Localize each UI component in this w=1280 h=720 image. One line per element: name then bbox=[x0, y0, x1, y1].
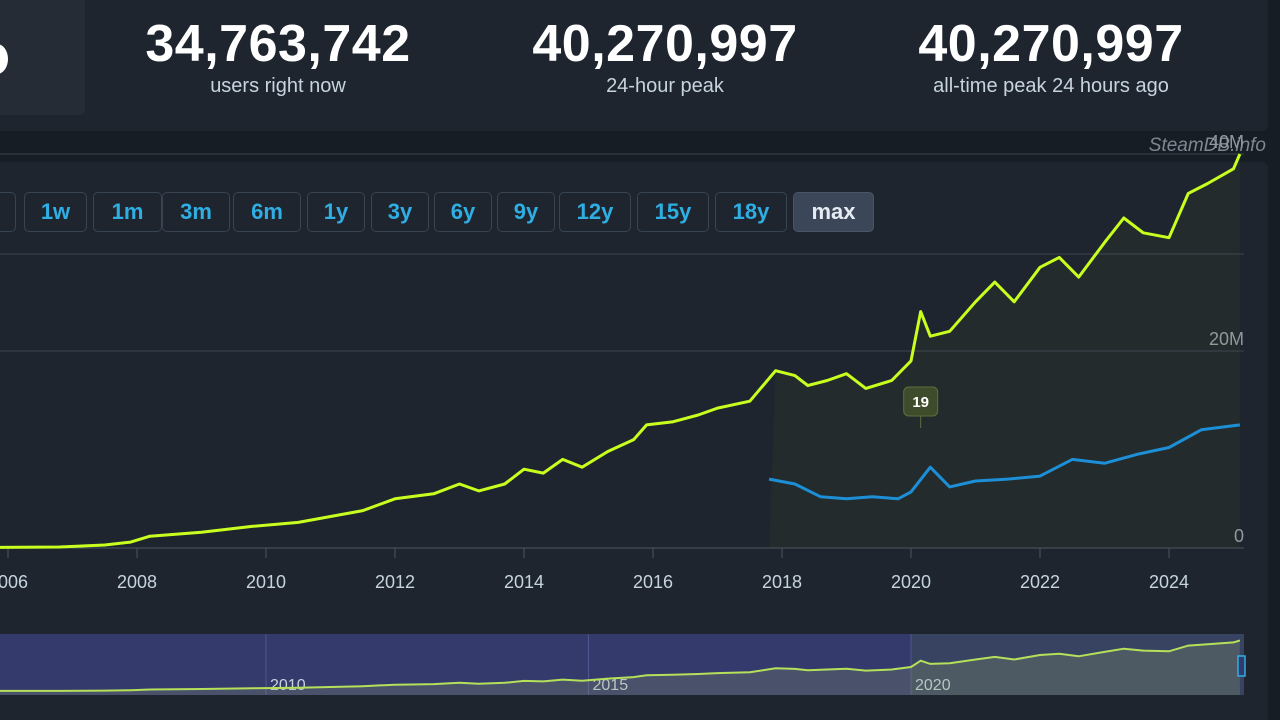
navigator-tick-label: 2020 bbox=[915, 677, 951, 694]
range-button-18y[interactable]: 18y bbox=[715, 192, 787, 232]
y-tick-label: 0 bbox=[1234, 526, 1244, 546]
range-button-1w[interactable]: 1w bbox=[24, 192, 87, 232]
range-button-6m[interactable]: 6m bbox=[233, 192, 301, 232]
steam-logo bbox=[0, 0, 85, 115]
stat-label: all-time peak 24 hours ago bbox=[933, 75, 1169, 97]
y-tick-label: 20M bbox=[1209, 329, 1244, 349]
x-tick-label: 2022 bbox=[1020, 572, 1060, 592]
stat-value: 40,270,997 bbox=[532, 15, 798, 73]
navigator-window bbox=[911, 634, 1244, 695]
stat-value: 34,763,742 bbox=[145, 15, 411, 73]
range-button-partial[interactable] bbox=[0, 192, 16, 232]
steamdb-credit-link[interactable]: SteamDB.info bbox=[1148, 135, 1266, 156]
navigator-tick-label: 2015 bbox=[593, 677, 629, 694]
range-button-6y[interactable]: 6y bbox=[434, 192, 492, 232]
stat-24h-peak: 40,270,997 24-hour peak bbox=[485, 14, 845, 98]
range-button-3y[interactable]: 3y bbox=[371, 192, 429, 232]
x-tick-label: 2010 bbox=[246, 572, 286, 592]
x-tick-label: 2006 bbox=[0, 572, 28, 592]
x-tick-label: 2016 bbox=[633, 572, 673, 592]
x-tick-label: 2024 bbox=[1149, 572, 1189, 592]
range-button-3m[interactable]: 3m bbox=[162, 192, 230, 232]
x-tick-label: 2012 bbox=[375, 572, 415, 592]
series-line-online bbox=[0, 153, 1242, 549]
stat-label: 24-hour peak bbox=[606, 75, 724, 97]
annotation-flag-label: 19 bbox=[912, 394, 929, 411]
stat-value: 40,270,997 bbox=[918, 15, 1184, 73]
steam-logo-icon bbox=[0, 44, 8, 74]
series-line-ingame bbox=[768, 423, 1241, 501]
range-button-15y[interactable]: 15y bbox=[637, 192, 709, 232]
navigator-handle-right[interactable] bbox=[1237, 655, 1246, 677]
x-tick-label: 2018 bbox=[762, 572, 802, 592]
y-tick-label: 40M bbox=[1209, 132, 1244, 152]
stats-panel: 34,763,742 users right now 40,270,997 24… bbox=[0, 0, 1268, 131]
range-button-1y[interactable]: 1y bbox=[307, 192, 365, 232]
navigator-line bbox=[0, 639, 1241, 692]
range-button-1m[interactable]: 1m bbox=[93, 192, 162, 232]
navigator-area bbox=[0, 640, 1240, 695]
x-tick-label: 2014 bbox=[504, 572, 544, 592]
x-tick-label: 2008 bbox=[117, 572, 157, 592]
range-button-12y[interactable]: 12y bbox=[559, 192, 631, 232]
stat-label: users right now bbox=[210, 75, 346, 97]
range-button-max[interactable]: max bbox=[793, 192, 874, 232]
stat-all-time-peak: 40,270,997 all-time peak 24 hours ago bbox=[871, 14, 1231, 98]
navigator-tick-label: 2010 bbox=[270, 677, 306, 694]
range-button-9y[interactable]: 9y bbox=[497, 192, 555, 232]
stat-users-now: 34,763,742 users right now bbox=[98, 14, 458, 98]
x-tick-label: 2020 bbox=[891, 572, 931, 592]
